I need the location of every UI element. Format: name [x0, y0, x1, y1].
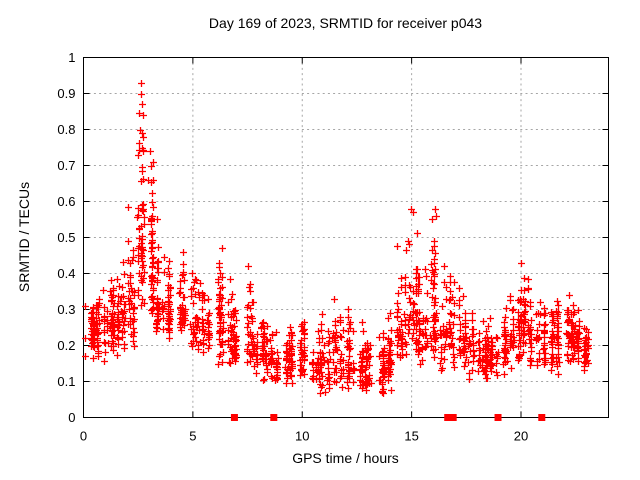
y-tick-label: 0 — [68, 410, 75, 425]
baseline-markers — [230, 414, 546, 421]
y-tick-label: 0.4 — [57, 266, 75, 281]
baseline-flag-square — [270, 414, 278, 421]
x-tick-label: 20 — [514, 429, 528, 444]
y-tick-label: 0.8 — [57, 122, 75, 137]
baseline-flag-square — [230, 414, 238, 421]
x-tick-label: 0 — [80, 429, 87, 444]
y-tick-label: 0.9 — [57, 86, 75, 101]
y-tick-label: 0.5 — [57, 230, 75, 245]
y-tick-label: 0.2 — [57, 338, 75, 353]
x-axis-label: GPS time / hours — [292, 450, 399, 466]
y-tick-label: 1 — [68, 50, 75, 65]
x-tick-label: 15 — [404, 429, 418, 444]
y-tick-label: 0.6 — [57, 194, 75, 209]
x-tick-label: 5 — [189, 429, 196, 444]
scatter-points — [82, 80, 592, 397]
baseline-flag-square — [494, 414, 502, 421]
baseline-flag-square — [444, 414, 452, 421]
y-tick-label: 0.1 — [57, 374, 75, 389]
chart-title: Day 169 of 2023, SRMTID for receiver p04… — [208, 15, 483, 31]
x-tick-label: 10 — [295, 429, 309, 444]
y-tick-label: 0.3 — [57, 302, 75, 317]
y-tick-label: 0.7 — [57, 158, 75, 173]
baseline-flag-square — [449, 414, 457, 421]
baseline-flag-square — [538, 414, 546, 421]
